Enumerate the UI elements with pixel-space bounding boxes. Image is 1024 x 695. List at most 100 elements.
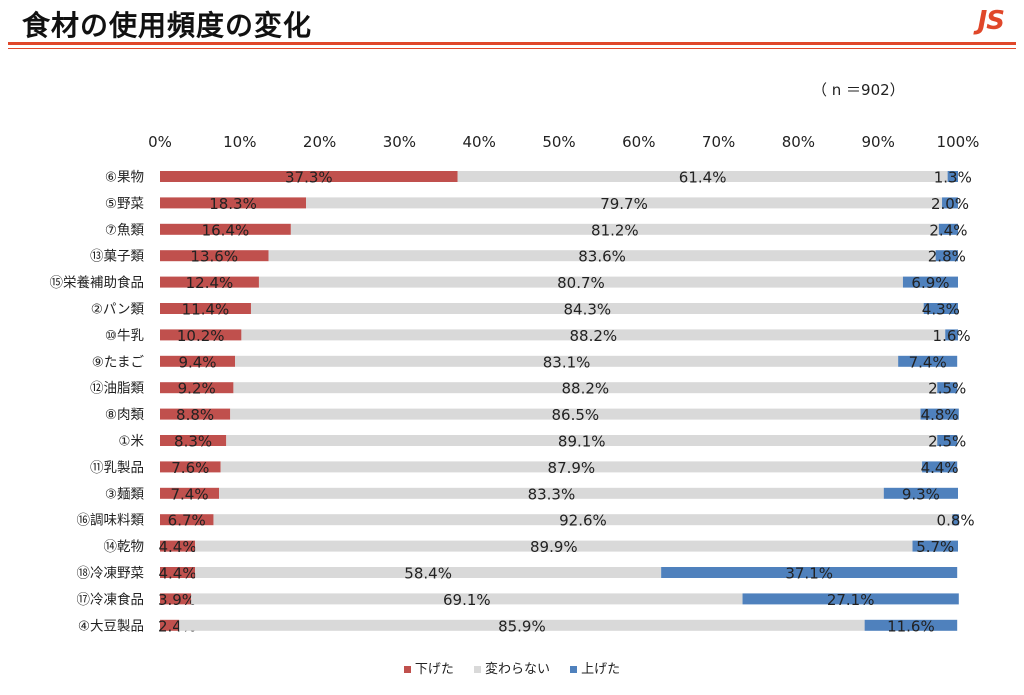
category-label: ⑮栄養補助食品 bbox=[50, 274, 145, 291]
x-tick-label: 100% bbox=[937, 133, 980, 151]
value-label-up: 2.5% bbox=[928, 433, 966, 451]
value-label-up: 7.4% bbox=[909, 353, 947, 371]
category-label: ⑧肉類 bbox=[105, 407, 145, 423]
value-label-up: 4.3% bbox=[922, 301, 960, 319]
bar-same bbox=[250, 303, 924, 314]
value-label-down: 7.6% bbox=[171, 459, 209, 477]
bar-down bbox=[160, 514, 214, 526]
bar-up bbox=[920, 408, 959, 420]
value-label-up: 0.8% bbox=[937, 512, 975, 530]
legend-swatch-same bbox=[473, 666, 481, 673]
value-label-same: 89.1% bbox=[558, 433, 606, 451]
value-label-up: 11.6% bbox=[887, 617, 935, 635]
x-tick-label: 70% bbox=[702, 133, 735, 151]
value-label-down: 18.3% bbox=[209, 195, 257, 213]
bar-same bbox=[306, 197, 943, 209]
legend-swatch-up bbox=[570, 666, 578, 673]
bar-same bbox=[235, 355, 899, 367]
value-label-same: 69.1% bbox=[443, 591, 491, 609]
bar-down bbox=[160, 593, 192, 605]
value-label-down: 10.2% bbox=[177, 327, 225, 345]
x-tick-label: 40% bbox=[463, 133, 496, 151]
bar-down bbox=[160, 461, 221, 473]
value-label-up: 1.6% bbox=[933, 327, 971, 345]
bar-down bbox=[160, 197, 307, 209]
bar-up bbox=[938, 223, 958, 235]
bar-down bbox=[160, 382, 234, 394]
bar-same bbox=[268, 250, 936, 262]
bar-same bbox=[233, 382, 938, 394]
chart-legend: 下げた 変わらない 上げた bbox=[0, 658, 1024, 677]
value-label-same: 61.4% bbox=[679, 169, 727, 187]
value-label-same: 86.5% bbox=[552, 406, 600, 424]
value-label-same: 83.3% bbox=[528, 485, 576, 503]
bar-up bbox=[912, 540, 958, 552]
value-label-down: 9.4% bbox=[178, 353, 216, 371]
category-label: ⑦魚類 bbox=[105, 222, 145, 238]
x-tick-label: 50% bbox=[542, 133, 575, 151]
bar-down bbox=[160, 567, 196, 578]
value-label-up: 2.5% bbox=[928, 380, 966, 398]
value-label-same: 85.9% bbox=[498, 617, 546, 635]
bar-up bbox=[883, 487, 958, 499]
bar-down bbox=[160, 408, 231, 420]
category-label: ⑬菓子類 bbox=[90, 249, 144, 265]
value-label-same: 81.2% bbox=[591, 221, 639, 239]
category-label: ③麺類 bbox=[105, 486, 145, 502]
bar-same bbox=[290, 223, 939, 235]
value-label-down: 16.4% bbox=[202, 221, 250, 239]
x-tick-label: 60% bbox=[622, 133, 655, 151]
bar-same bbox=[213, 514, 953, 526]
bar-same bbox=[220, 461, 923, 473]
sample-size: （ n ＝902） bbox=[812, 81, 905, 99]
js-logo: JS bbox=[977, 6, 1005, 36]
value-label-same: 84.3% bbox=[564, 301, 612, 319]
x-tick-label: 30% bbox=[383, 133, 416, 151]
value-label-same: 58.4% bbox=[404, 565, 452, 583]
category-label: ⑩牛乳 bbox=[105, 328, 144, 344]
x-tick-label: 20% bbox=[303, 133, 336, 151]
bar-same bbox=[195, 540, 913, 552]
bar-same bbox=[219, 487, 884, 499]
value-label-same: 80.7% bbox=[557, 274, 605, 292]
value-label-up: 6.9% bbox=[911, 274, 949, 292]
category-label: ⑤野菜 bbox=[105, 196, 144, 212]
bar-same bbox=[179, 619, 865, 631]
bar-down bbox=[160, 250, 269, 262]
x-tick-label: 80% bbox=[782, 133, 815, 151]
category-label: ⑭乾物 bbox=[104, 539, 145, 555]
bar-up bbox=[937, 382, 958, 394]
bar-down bbox=[160, 171, 458, 182]
value-label-down: 37.3% bbox=[285, 169, 333, 187]
bar-same bbox=[457, 171, 948, 182]
legend-item-up: 上げた bbox=[570, 658, 620, 677]
value-label-up: 37.1% bbox=[785, 565, 833, 583]
bar-same bbox=[230, 408, 921, 420]
x-tick-label: 10% bbox=[223, 133, 256, 151]
bar-down bbox=[160, 329, 242, 341]
category-label: ⑥果物 bbox=[105, 170, 144, 186]
x-tick-label: 90% bbox=[862, 133, 895, 151]
bar-up bbox=[937, 435, 958, 446]
bar-up bbox=[661, 567, 958, 578]
value-label-down: 3.9% bbox=[158, 591, 196, 609]
value-label-up: 4.8% bbox=[921, 406, 959, 424]
value-label-down: 6.7% bbox=[168, 512, 206, 530]
legend-label-down: 下げた bbox=[414, 662, 454, 677]
header-rule-thin bbox=[8, 48, 1016, 49]
value-label-down: 4.4% bbox=[159, 538, 197, 556]
bar-down bbox=[160, 487, 220, 499]
value-label-down: 11.4% bbox=[182, 301, 230, 319]
value-label-up: 4.4% bbox=[921, 459, 959, 477]
value-label-down: 9.2% bbox=[178, 380, 216, 398]
value-label-down: 4.4% bbox=[159, 565, 197, 583]
category-label: ①米 bbox=[118, 434, 144, 450]
bar-up bbox=[923, 303, 958, 314]
category-label: ⑯調味料類 bbox=[77, 513, 145, 529]
bar-down bbox=[160, 435, 227, 446]
category-label: ②パン類 bbox=[91, 302, 145, 318]
value-label-up: 2.8% bbox=[928, 248, 966, 266]
bar-up bbox=[898, 355, 958, 367]
bar-same bbox=[195, 567, 662, 578]
